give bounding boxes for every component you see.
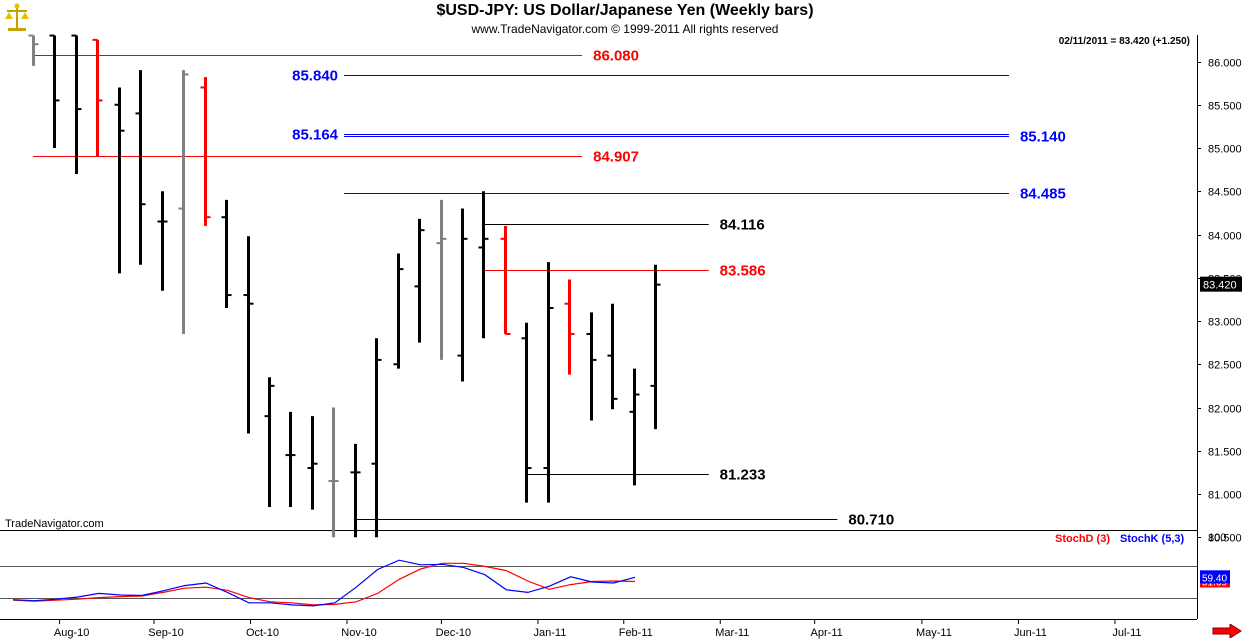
stoch-series-line bbox=[12, 559, 636, 607]
ohlc-bar bbox=[414, 218, 425, 343]
ohlc-bar bbox=[607, 303, 618, 410]
y-tick-label: 83.000 bbox=[1208, 317, 1242, 329]
ohlc-bar bbox=[285, 411, 296, 507]
y-tick-label: 86.000 bbox=[1208, 58, 1242, 70]
ohlc-bar bbox=[328, 407, 339, 538]
x-tick-label: May-11 bbox=[916, 627, 952, 639]
ohlc-bar bbox=[114, 87, 125, 274]
ohlc-bar bbox=[307, 416, 318, 510]
level-label: 86.080 bbox=[593, 48, 639, 65]
watermark: TradeNavigator.com bbox=[5, 518, 104, 530]
ohlc-bar bbox=[543, 262, 554, 503]
x-tick-label: Oct-10 bbox=[246, 627, 279, 639]
ohlc-bar bbox=[436, 199, 447, 360]
x-tick-label: Apr-11 bbox=[811, 627, 843, 639]
y-tick-label: 80.500 bbox=[1208, 533, 1242, 545]
level-label: 83.586 bbox=[720, 263, 766, 280]
level-label: 84.116 bbox=[720, 217, 765, 234]
ohlc-bar bbox=[221, 199, 232, 309]
level-label: 84.907 bbox=[593, 149, 639, 166]
last-price-info: 02/11/2011 = 83.420 (+1.250) bbox=[1058, 36, 1190, 47]
price-axis: 86.00085.50085.00084.50084.00083.50083.0… bbox=[1197, 58, 1242, 545]
ohlc-bar bbox=[157, 191, 168, 291]
ohlc-bar bbox=[178, 70, 189, 334]
y-tick-label: 82.500 bbox=[1208, 360, 1242, 372]
level-label: 84.485 bbox=[1020, 186, 1066, 203]
stochk-legend: StochK (5,3) bbox=[1120, 533, 1185, 545]
x-tick-label: Jul-11 bbox=[1112, 627, 1141, 639]
gold-scales-icon bbox=[4, 3, 30, 33]
y-tick-label: 82.000 bbox=[1208, 404, 1242, 416]
time-axis: Aug-10 Sep-10 Oct-10 Nov-10 Dec-10 Jan-11 Feb-… bbox=[54, 619, 1142, 639]
ohlc-bar bbox=[49, 34, 60, 148]
x-tick-label: Mar-11 bbox=[715, 627, 749, 639]
y-tick-label: 84.500 bbox=[1208, 187, 1242, 199]
ohlc-bar bbox=[71, 34, 82, 174]
chart-subtitle: www.TradeNavigator.com © 1999-2011 All r… bbox=[471, 22, 779, 36]
red-arrow-right-icon[interactable] bbox=[1212, 623, 1242, 639]
ohlc-bar bbox=[629, 368, 640, 486]
last-price-label: 83.420 bbox=[1203, 280, 1237, 292]
stochd-legend: StochD (3) bbox=[1055, 533, 1110, 545]
y-tick-label: 85.000 bbox=[1208, 144, 1242, 156]
chart-title: $USD-JPY: US Dollar/Japanese Yen (Weekly… bbox=[436, 2, 814, 19]
ohlc-bar bbox=[586, 312, 597, 421]
ohlc-bar bbox=[457, 208, 468, 382]
ohlc-bar bbox=[521, 322, 532, 503]
level-label: 85.840 bbox=[292, 68, 338, 85]
level-label: 85.140 bbox=[1020, 129, 1066, 146]
last-price-tag bbox=[1200, 276, 1242, 292]
stoch-value-tag bbox=[1200, 570, 1230, 584]
ohlc-bar bbox=[92, 38, 103, 157]
price-bars bbox=[28, 34, 661, 538]
x-tick-label: Dec-10 bbox=[436, 627, 471, 639]
y-tick-label: 84.000 bbox=[1208, 231, 1242, 243]
x-tick-label: Jun-11 bbox=[1014, 627, 1047, 639]
ohlc-bar bbox=[650, 264, 661, 430]
ohlc-bar bbox=[371, 338, 382, 538]
ohlc-bar bbox=[478, 191, 489, 339]
level-label: 80.710 bbox=[848, 512, 894, 529]
stoch-tick-label: 100 bbox=[1208, 532, 1226, 544]
x-tick-label: Jan-11 bbox=[534, 627, 567, 639]
plot-frame bbox=[0, 35, 1198, 620]
y-tick-label: 81.500 bbox=[1208, 447, 1242, 459]
x-tick-label: Aug-10 bbox=[54, 627, 89, 639]
ohlc-bar bbox=[350, 443, 361, 538]
ohlc-bar bbox=[28, 34, 39, 66]
ohlc-bar bbox=[200, 77, 211, 226]
level-lines: 86.080 85.840 85.164 85.140 84.907 84.485 84.1… bbox=[33, 48, 1066, 529]
stochastic-panel: 10051.6959.40 bbox=[0, 532, 1230, 607]
level-label: 81.233 bbox=[720, 467, 766, 484]
x-tick-label: Feb-11 bbox=[619, 627, 653, 639]
x-tick-label: Nov-10 bbox=[341, 627, 376, 639]
ohlc-bar bbox=[243, 236, 254, 434]
ohlc-bar bbox=[393, 253, 404, 369]
x-tick-label: Sep-10 bbox=[148, 627, 183, 639]
y-tick-label: 81.000 bbox=[1208, 490, 1242, 502]
stoch-value-label: 59.40 bbox=[1202, 573, 1227, 584]
level-label: 85.164 bbox=[292, 127, 339, 144]
ohlc-bar bbox=[500, 225, 511, 335]
ohlc-bar bbox=[135, 70, 146, 265]
ohlc-bar bbox=[564, 279, 575, 375]
y-tick-label: 85.500 bbox=[1208, 101, 1242, 113]
ohlc-bar bbox=[264, 377, 275, 507]
